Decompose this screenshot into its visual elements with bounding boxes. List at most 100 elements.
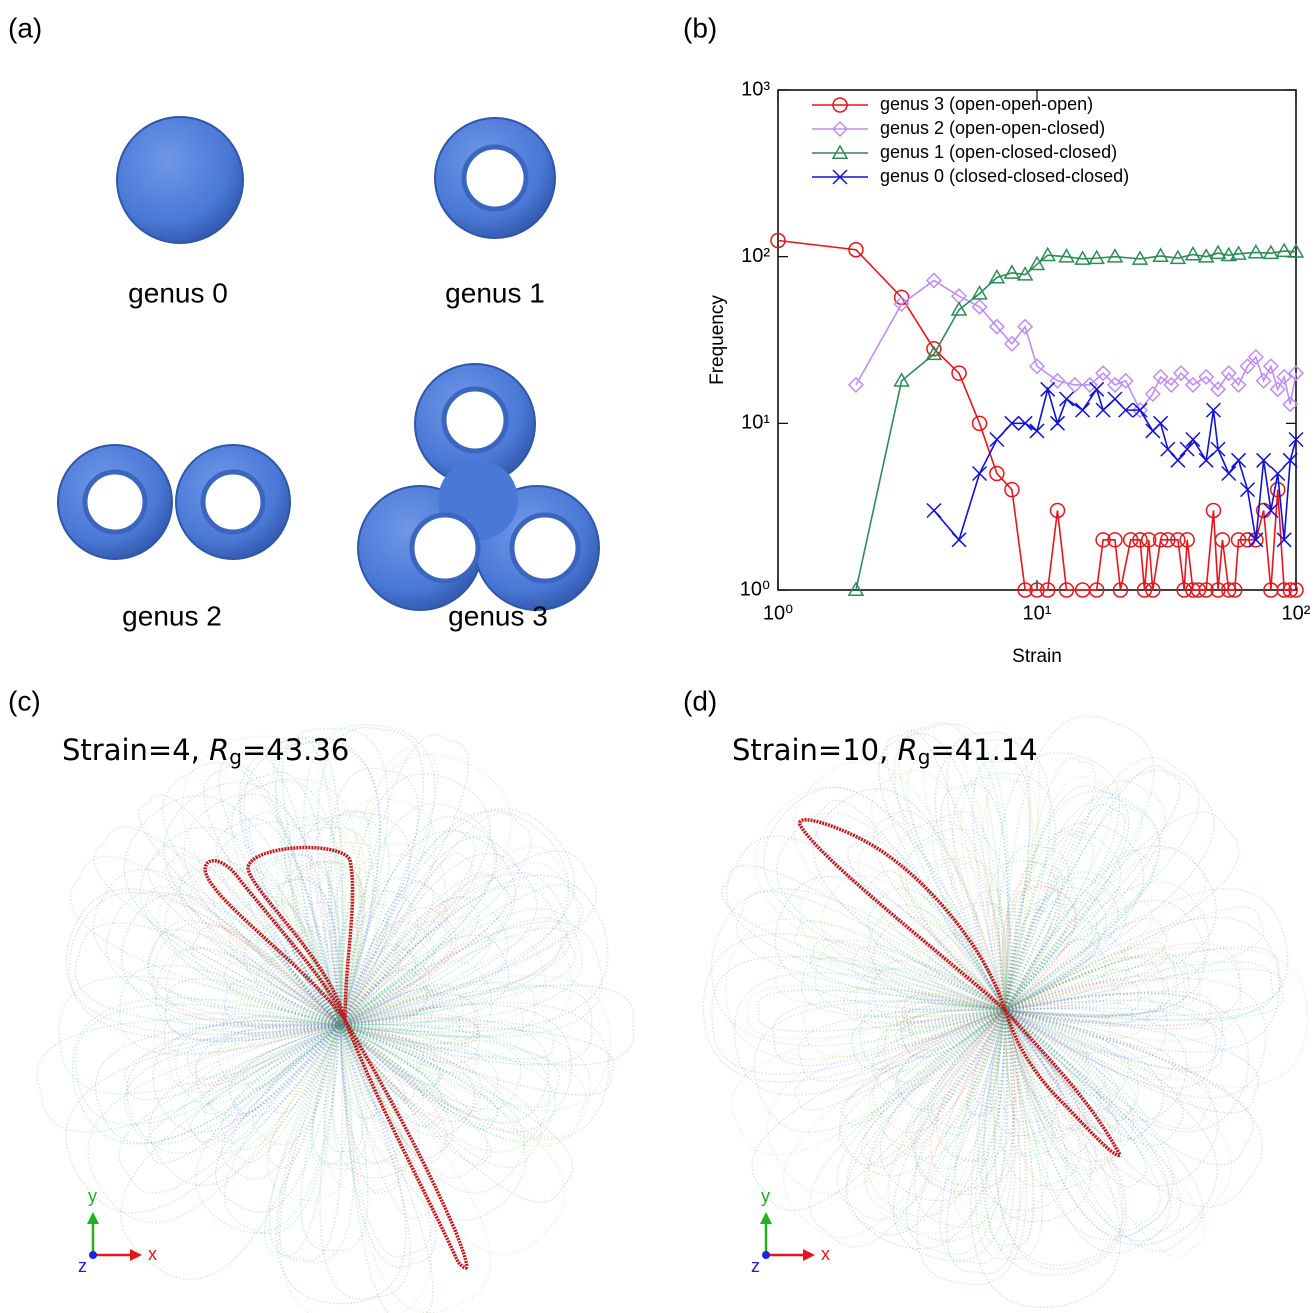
polymer-loop bbox=[808, 1009, 1006, 1248]
polymer-loop bbox=[93, 826, 341, 1026]
marker bbox=[1132, 402, 1148, 418]
polymer-loop bbox=[199, 1024, 341, 1115]
marker bbox=[1262, 244, 1280, 260]
polymer-loop bbox=[339, 1024, 400, 1123]
polymer-loop bbox=[339, 1017, 550, 1124]
polymer-loop bbox=[894, 1009, 1006, 1110]
polymer-loop bbox=[316, 727, 424, 1026]
polymer-loop bbox=[162, 761, 341, 1026]
polymer-loop bbox=[945, 1009, 1006, 1163]
polymer-loop bbox=[261, 854, 343, 1026]
polymer-loop bbox=[1004, 955, 1186, 1023]
polymer-loop bbox=[273, 737, 341, 1026]
polymer-loop bbox=[1004, 1009, 1091, 1160]
polymer-loop bbox=[1004, 1009, 1174, 1241]
legend-marker bbox=[831, 120, 849, 138]
polymer-loop bbox=[229, 1024, 341, 1163]
polymer-loop bbox=[1004, 1009, 1088, 1083]
marker bbox=[988, 268, 1006, 284]
marker bbox=[1169, 249, 1187, 265]
marker bbox=[951, 365, 967, 381]
polymer-loop bbox=[843, 988, 1006, 1024]
polymer-loop bbox=[927, 1009, 1006, 1136]
polymer-loop bbox=[865, 1009, 1006, 1223]
polymer-loop bbox=[148, 1024, 341, 1187]
polymer-loop bbox=[1004, 1009, 1149, 1140]
polymer-loop bbox=[300, 1024, 369, 1252]
polymer-loop bbox=[1004, 1009, 1219, 1187]
polymer-loop bbox=[871, 1009, 1006, 1095]
marker bbox=[1230, 245, 1247, 260]
polymer-loop bbox=[233, 1024, 341, 1115]
polymer-loop bbox=[94, 1023, 341, 1144]
polymer-loop bbox=[284, 930, 341, 1026]
polymer-loop bbox=[339, 773, 491, 1026]
polymer-loop bbox=[1004, 769, 1215, 1011]
polymer-loop bbox=[1004, 780, 1166, 1011]
marker bbox=[848, 242, 864, 258]
marker bbox=[1205, 402, 1221, 418]
polymer-loop bbox=[248, 810, 341, 1026]
polymer-loop bbox=[292, 926, 342, 1026]
y-tick-label: 10⁰ bbox=[740, 578, 770, 600]
polymer-loop bbox=[946, 731, 1032, 1011]
marker bbox=[1282, 396, 1299, 413]
polymer-loop bbox=[339, 961, 431, 1026]
polymer-loop bbox=[971, 1009, 1020, 1110]
marker bbox=[1209, 244, 1227, 260]
marker bbox=[1247, 243, 1265, 259]
polymer-loop bbox=[1004, 871, 1128, 1011]
polymer-loop bbox=[838, 1009, 1006, 1166]
polymer-loop bbox=[867, 870, 1006, 1011]
polymer-loop bbox=[339, 988, 437, 1026]
polymer-loop bbox=[287, 817, 352, 1026]
polymer-loop bbox=[1004, 992, 1250, 1133]
annotation-text: Strain=10, bbox=[732, 733, 898, 767]
annotation-text: =41.14 bbox=[930, 733, 1037, 767]
panel-label: (c) bbox=[8, 685, 41, 716]
polymer-loop bbox=[68, 891, 341, 1041]
polymer-loop bbox=[950, 861, 1007, 1011]
marker bbox=[1269, 381, 1286, 398]
polymer-loop bbox=[1004, 990, 1212, 1030]
marker bbox=[1163, 376, 1180, 393]
polymer-loop bbox=[335, 916, 398, 1026]
polymer-loop bbox=[1004, 765, 1181, 1011]
marker bbox=[1282, 452, 1298, 468]
marker bbox=[1152, 532, 1169, 548]
marker bbox=[1058, 248, 1075, 263]
marker bbox=[1017, 415, 1033, 431]
polymer-loop bbox=[260, 900, 341, 1026]
polymer-loop bbox=[189, 1024, 341, 1143]
polymer-loop bbox=[331, 1024, 420, 1179]
polymer-loop bbox=[994, 1009, 1123, 1270]
polymer-loop bbox=[268, 1024, 341, 1169]
polymer-loop bbox=[339, 861, 581, 1026]
polymer-loop bbox=[939, 1009, 1016, 1265]
marker bbox=[1118, 402, 1134, 418]
y-tick-label: 10¹ bbox=[741, 412, 770, 434]
polymer-cloud bbox=[36, 723, 635, 1313]
marker bbox=[1230, 376, 1247, 393]
y-axis-label: Frequency bbox=[707, 295, 728, 385]
polymer-loop bbox=[1004, 1009, 1111, 1132]
polymer-loop bbox=[973, 889, 1017, 1011]
polymer-loop bbox=[985, 1009, 1035, 1247]
polymer-loop bbox=[339, 1024, 542, 1168]
polymer-loop bbox=[339, 1024, 424, 1106]
marker bbox=[1185, 582, 1201, 598]
x-tick-label: 10² bbox=[1282, 602, 1311, 624]
polymer-loop bbox=[1004, 1009, 1182, 1242]
polymer-loop bbox=[1004, 942, 1242, 1027]
polymer-loop bbox=[266, 1024, 353, 1202]
polymer-loop bbox=[870, 769, 1006, 1011]
marker bbox=[847, 581, 865, 596]
legend-label: genus 2 (open-open-closed) bbox=[880, 118, 1105, 138]
polymer-loop bbox=[281, 860, 363, 1026]
marker bbox=[1288, 582, 1304, 598]
polymer-loop bbox=[1004, 898, 1069, 1011]
polymer-loop bbox=[1004, 861, 1063, 1011]
polymer-loop bbox=[882, 1008, 1006, 1086]
marker bbox=[950, 301, 968, 316]
polymer-loop bbox=[1004, 947, 1178, 1018]
